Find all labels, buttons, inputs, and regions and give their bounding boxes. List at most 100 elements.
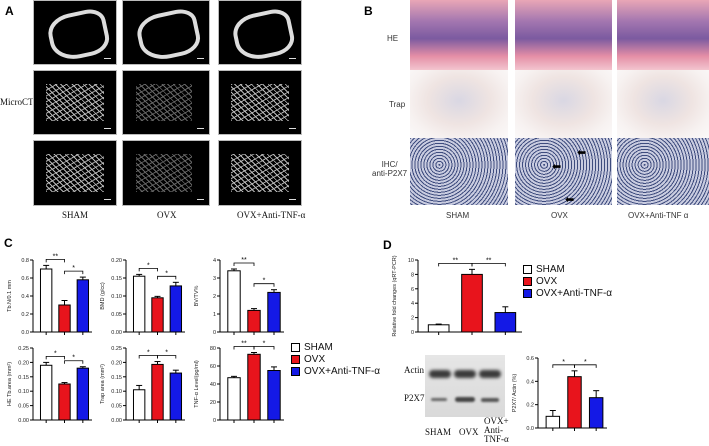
bar-chart-8: 0.0 0.2 0.4 0.6 P2X7/ Actin (%) * * xyxy=(512,356,607,432)
bar-sham xyxy=(227,377,241,421)
significance-bracket xyxy=(157,275,177,280)
significance-marker: ** xyxy=(53,253,59,260)
bone-shape xyxy=(135,83,192,122)
bar-ovx-anti-tnf- xyxy=(588,397,604,429)
scale-bar xyxy=(289,58,296,59)
bar-ovx xyxy=(58,383,71,421)
scale-bar xyxy=(104,58,111,59)
y-axis-label: BV/TV% xyxy=(194,286,200,307)
blot-band xyxy=(429,370,451,378)
y-tick-label: 0.4 xyxy=(526,379,534,385)
blot-row-actin: Actin xyxy=(404,365,424,375)
significance-marker: * xyxy=(147,350,150,357)
blot-col-ovx: OVX xyxy=(459,427,479,437)
significance-marker: * xyxy=(562,359,565,366)
microct-image-3d-reconstruction xyxy=(122,140,210,206)
microct-image-3d-reconstruction xyxy=(218,140,302,206)
y-tick-label: 60 xyxy=(210,364,216,370)
y-tick-label: 0.8 xyxy=(21,258,29,264)
significance-bracket xyxy=(253,283,275,287)
significance-marker: ** xyxy=(486,257,492,264)
arrow-icon: ⬅ xyxy=(577,147,587,159)
a-col-label-ovx: OVX xyxy=(157,210,177,220)
y-tick-label: 4 xyxy=(213,258,216,264)
blot-col-sham: SHAM xyxy=(425,427,452,437)
bar-chart-5: 0.00 0.05 0.10 0.15 0.20 0.25 Trap area (mm²) *… xyxy=(100,346,185,424)
microct-image-trabecular xyxy=(33,70,117,135)
y-tick-label: 2 xyxy=(213,294,216,300)
y-tick-label: 0.0 xyxy=(21,330,29,336)
y-tick-label: 0.05 xyxy=(111,312,122,318)
y-tick-label: 2 xyxy=(411,316,414,322)
y-tick-label: 0.6 xyxy=(526,356,534,362)
microct-image-cross-section xyxy=(122,0,210,65)
y-axis-label: Trap area (mm²) xyxy=(100,364,106,404)
legend-swatch xyxy=(291,354,300,364)
y-tick-label: 0 xyxy=(213,418,216,424)
legend-swatch xyxy=(523,264,532,274)
panel-a-label: A xyxy=(5,4,14,18)
legend-item-anti-tnf: OVX+Anti-TNF-α xyxy=(291,365,380,377)
bar-ovx xyxy=(58,304,71,333)
microct-image-3d-reconstruction xyxy=(33,140,117,206)
scale-bar xyxy=(197,199,204,200)
y-tick-label: 0.15 xyxy=(111,375,122,381)
legend-label: OVX xyxy=(304,353,326,365)
legend-label: OVX+Anti-TNF-α xyxy=(304,365,381,377)
significance-bracket xyxy=(45,356,65,360)
a-col-label-sham: SHAM xyxy=(62,210,89,220)
bar-chart-7: 0 2 4 6 8 10 Relative fold changes (qRT-PCR) **… xyxy=(392,255,522,337)
bar-ovx-anti-tnf- xyxy=(169,372,183,421)
bar-ovx-anti-tnf- xyxy=(267,370,281,421)
bar-ovx xyxy=(151,363,164,421)
scale-bar xyxy=(197,58,204,59)
y-tick-label: 0.0 xyxy=(526,426,534,432)
blot-band xyxy=(455,397,475,402)
legend-label: OVX xyxy=(536,275,558,287)
y-tick-label: 20 xyxy=(210,400,216,406)
he-histology-image xyxy=(410,0,508,70)
bar-chart-2: 0.00 0.05 0.10 0.15 0.20 BMD (g/cc) * * xyxy=(100,258,185,336)
panel-c-legend: SHAM OVX OVX+Anti-TNF-α xyxy=(291,341,380,377)
trap-histology-image xyxy=(410,70,508,138)
bar-chart-4: 0.00 0.05 0.10 0.15 0.20 0.25 HE Tb.area (mm²)… xyxy=(7,346,92,424)
legend-swatch xyxy=(291,342,300,352)
legend-item-sham: SHAM xyxy=(523,263,612,275)
legend-item-sham: SHAM xyxy=(291,341,380,353)
significance-marker: * xyxy=(165,350,168,357)
y-tick-label: 6 xyxy=(411,287,414,293)
bar-ovx-anti-tnf- xyxy=(76,367,90,421)
significance-marker: * xyxy=(584,359,587,366)
blot-band xyxy=(431,398,447,401)
bar-ovx xyxy=(461,273,483,333)
ihc-histology-image: ⬅ ⬅ ⬅ xyxy=(515,138,612,206)
y-tick-label: 0.10 xyxy=(18,389,29,395)
bar-ovx-anti-tnf- xyxy=(267,291,281,333)
y-tick-label: 0.20 xyxy=(111,258,122,264)
arrow-icon: ⬅ xyxy=(552,161,562,173)
y-tick-label: 0.20 xyxy=(18,360,29,366)
significance-bracket xyxy=(64,270,84,275)
bar-ovx-anti-tnf- xyxy=(169,285,183,333)
bar-ovx-anti-tnf- xyxy=(494,312,517,333)
bar-sham xyxy=(132,275,146,333)
y-axis-label: Tb.N/0.1 mm xyxy=(7,280,13,312)
y-tick-label: 0.00 xyxy=(18,418,29,424)
significance-marker: * xyxy=(147,262,150,269)
significance-marker: * xyxy=(263,278,266,285)
legend-swatch xyxy=(523,276,532,286)
scale-bar xyxy=(104,128,111,129)
y-tick-label: 0.05 xyxy=(111,404,122,410)
bar-ovx xyxy=(247,353,261,421)
y-tick-label: 0.00 xyxy=(111,330,122,336)
b-col-label-sham: SHAM xyxy=(446,211,470,220)
a-col-label-anti-tnf: OVX+Anti-TNF-α xyxy=(237,210,306,220)
bar-ovx xyxy=(247,309,261,333)
y-axis-label: HE Tb.area (mm²) xyxy=(7,362,13,406)
bone-shape xyxy=(134,6,204,64)
significance-bracket xyxy=(138,268,158,272)
microct-image-trabecular xyxy=(122,70,210,135)
trap-row-label: Trap xyxy=(389,100,406,109)
